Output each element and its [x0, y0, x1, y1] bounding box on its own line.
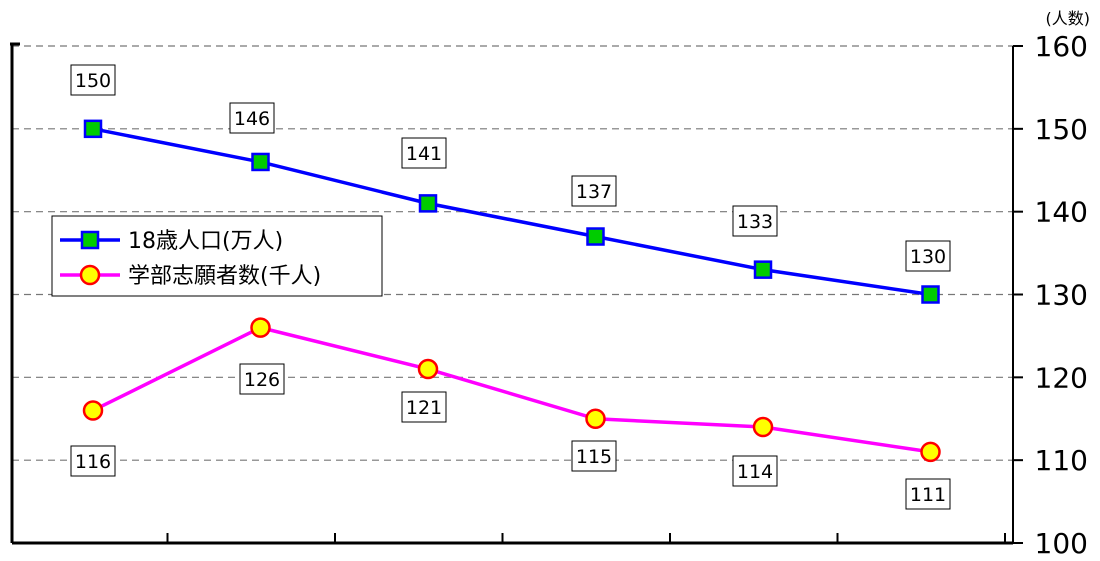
y-tick-label: 120 [1035, 361, 1088, 394]
y-tick-label: 110 [1035, 444, 1088, 477]
data-point-circle [920, 441, 941, 463]
series-layer [82, 119, 941, 463]
y-tick-label: 150 [1035, 113, 1088, 146]
data-point-circle [417, 358, 439, 380]
y-tick-label: 140 [1035, 196, 1088, 229]
legend-label: 18歳人口(万人) [128, 229, 283, 254]
data-label: 146 [234, 108, 270, 130]
data-label: 116 [75, 451, 111, 473]
data-label: 114 [737, 461, 773, 483]
legend-label: 学部志願者数(千人) [128, 264, 321, 289]
legend-marker-circle [79, 264, 101, 286]
legend-box [51, 215, 383, 297]
data-labels: 150 146 141 137 133 130 116 126 121 115 114 111 [70, 64, 951, 510]
legend: 18歳人口(万人) 学部志願者数(千人) [51, 215, 383, 297]
gridlines [12, 45, 1013, 461]
data-label: 150 [75, 70, 111, 92]
data-label-box [732, 205, 778, 237]
data-label-box [70, 445, 116, 477]
data-label: 141 [406, 143, 442, 165]
y-tick-label: 130 [1035, 279, 1088, 312]
data-label-box [571, 440, 617, 472]
data-point-circle [752, 416, 774, 438]
y-axis-unit-label: (人数) [1046, 9, 1091, 28]
series-line-18-population [92, 127, 931, 297]
series-line-applicants [92, 325, 931, 454]
y-tick-label: 160 [1035, 30, 1088, 63]
data-label-box [905, 478, 951, 510]
data-point-circle [250, 317, 271, 338]
data-label: 126 [244, 369, 280, 391]
data-label: 121 [406, 397, 442, 419]
data-point-circle [585, 408, 606, 429]
data-point-square [586, 227, 605, 246]
data-point-square [83, 119, 103, 139]
data-point-square [251, 152, 270, 172]
data-point-circle [82, 400, 104, 421]
legend-marker-square [80, 230, 100, 250]
data-label-box [229, 102, 275, 134]
data-point-square [753, 260, 773, 279]
data-label-box [239, 363, 285, 395]
data-point-square [418, 194, 438, 213]
data-point-square [921, 285, 940, 304]
data-label: 111 [910, 484, 946, 506]
y-axis-ticks: 100 110 120 130 140 150 160 [1035, 30, 1088, 560]
y-tick-label: 100 [1035, 527, 1088, 560]
data-label: 115 [576, 446, 612, 468]
axes [10, 42, 1023, 545]
data-label-box [70, 64, 116, 96]
data-label: 137 [576, 181, 612, 203]
data-label-box [571, 175, 617, 207]
data-label-box [732, 455, 778, 487]
data-label-box [905, 240, 951, 272]
data-label: 130 [910, 246, 946, 268]
data-label: 133 [737, 211, 773, 233]
data-label-box [401, 137, 447, 169]
data-label-box [401, 391, 447, 423]
